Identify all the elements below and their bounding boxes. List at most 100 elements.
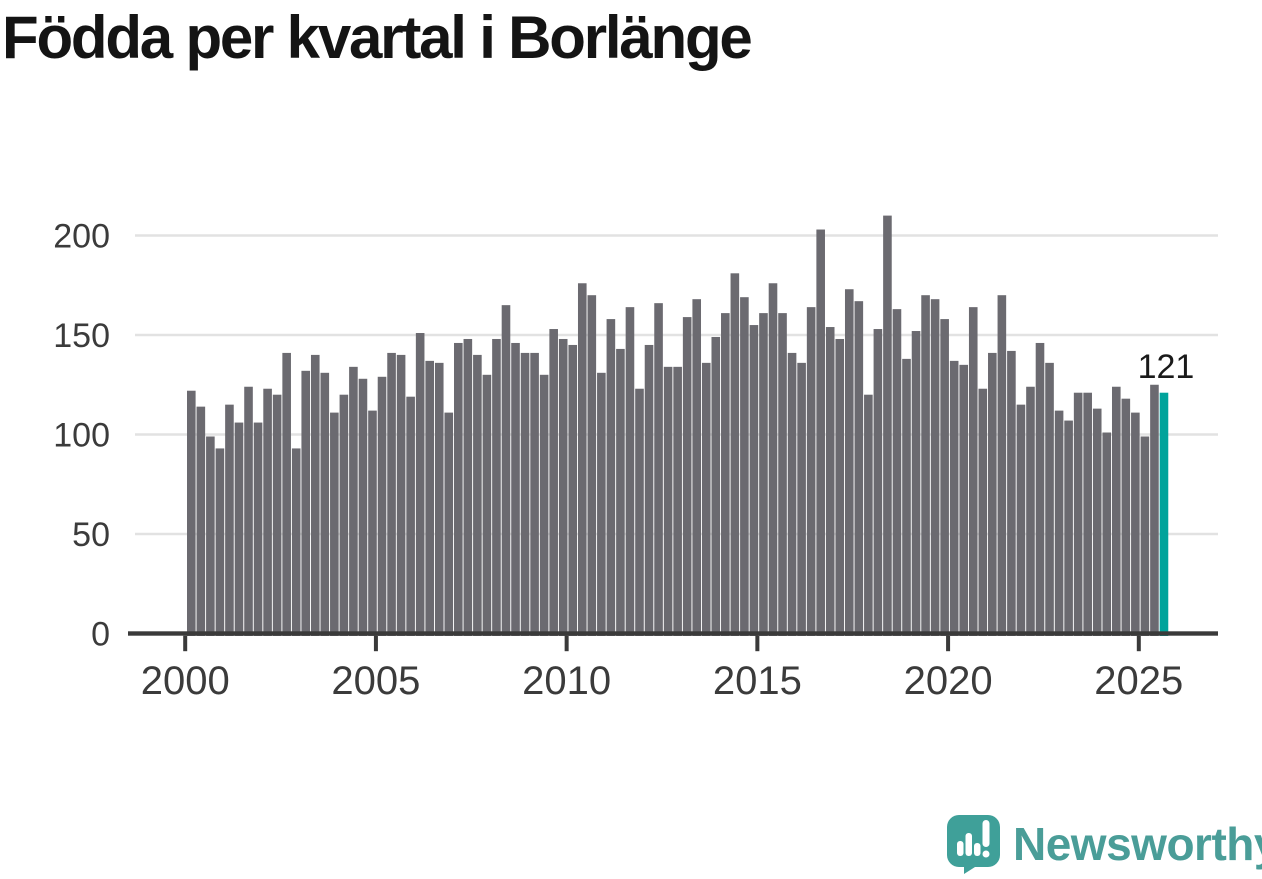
bar-2019-Q4 bbox=[940, 319, 949, 636]
bar-2007-Q4 bbox=[482, 374, 492, 636]
bar-2013-Q4 bbox=[711, 336, 721, 636]
bar-2012-Q2 bbox=[654, 303, 663, 636]
bar-2000-Q4 bbox=[215, 448, 225, 636]
bar-2015-Q2 bbox=[768, 283, 778, 636]
bar-2014-Q4 bbox=[749, 325, 759, 636]
bar-2012-Q1 bbox=[644, 344, 654, 636]
x-tick-2005 bbox=[373, 635, 378, 652]
bar-2009-Q3 bbox=[549, 329, 558, 636]
x-tick-2025 bbox=[1136, 635, 1141, 652]
x-tick-label-2010: 2010 bbox=[522, 659, 611, 703]
bar-2022-Q4 bbox=[1054, 410, 1064, 636]
newsworthy-logo: Newsworthy bbox=[946, 814, 1262, 874]
bar-2023-Q3 bbox=[1083, 392, 1092, 636]
bar-2006-Q1 bbox=[415, 333, 425, 636]
bar-2001-Q3 bbox=[244, 386, 253, 636]
x-tick-label-2015: 2015 bbox=[713, 659, 802, 703]
bar-2011-Q4 bbox=[635, 388, 644, 636]
bar-2022-Q2 bbox=[1035, 342, 1045, 636]
bar-2023-Q2 bbox=[1073, 392, 1083, 636]
bar-2015-Q4 bbox=[787, 352, 797, 636]
bar-2012-Q3 bbox=[663, 366, 673, 636]
bar-2022-Q3 bbox=[1045, 362, 1054, 636]
logo-exclamation-bar bbox=[982, 820, 990, 847]
bar-2008-Q2 bbox=[501, 305, 511, 636]
bar-2002-Q4 bbox=[291, 448, 301, 636]
bar-2004-Q4 bbox=[368, 410, 377, 636]
bar-2007-Q2 bbox=[463, 338, 473, 636]
bar-2024-Q1 bbox=[1102, 432, 1112, 636]
x-axis-line bbox=[128, 631, 1218, 636]
x-tick-2020 bbox=[946, 635, 951, 652]
bar-2020-Q2 bbox=[959, 364, 969, 636]
bar-2002-Q2 bbox=[272, 394, 282, 636]
bar-2023-Q4 bbox=[1092, 408, 1102, 636]
x-axis-labels: 2000 2005 2010 2015 2020 2025 bbox=[141, 659, 1184, 703]
y-axis-labels: 0 50 100 150 200 bbox=[53, 218, 110, 654]
bar-2007-Q1 bbox=[454, 342, 463, 636]
bar-2016-Q2 bbox=[806, 307, 816, 636]
logo-bar-short bbox=[957, 841, 964, 856]
bar-chart: 0 50 100 150 200 2000 2005 2010 2015 2020 2025 121 bbox=[53, 215, 1218, 703]
bar-2024-Q4 bbox=[1131, 412, 1140, 636]
bar-2007-Q3 bbox=[473, 354, 482, 636]
bar-2018-Q2 bbox=[883, 215, 892, 636]
bar-2024-Q2 bbox=[1111, 386, 1121, 636]
bar-2005-Q3 bbox=[396, 354, 406, 636]
bar-2016-Q3 bbox=[816, 229, 825, 636]
bar-2010-Q1 bbox=[568, 344, 578, 636]
bar-2001-Q1 bbox=[225, 404, 234, 636]
bar-2020-Q4 bbox=[978, 388, 988, 636]
bar-2013-Q3 bbox=[701, 362, 711, 636]
bar-2005-Q4 bbox=[406, 396, 415, 636]
bar-2009-Q4 bbox=[558, 338, 568, 636]
bar-2014-Q3 bbox=[740, 297, 749, 636]
x-tick-label-2005: 2005 bbox=[331, 659, 420, 703]
bar-2019-Q1 bbox=[911, 331, 921, 636]
bar-2021-Q3 bbox=[1007, 350, 1016, 636]
bar-2004-Q3 bbox=[358, 378, 368, 636]
bar-2015-Q1 bbox=[759, 313, 768, 636]
x-tick-2015 bbox=[755, 635, 760, 652]
bar-2012-Q4 bbox=[673, 366, 682, 636]
bar-2022-Q1 bbox=[1026, 386, 1035, 636]
bar-2017-Q2 bbox=[844, 289, 854, 636]
bar-2020-Q1 bbox=[949, 360, 959, 636]
bar-2006-Q3 bbox=[434, 362, 444, 636]
bar-2000-Q1 bbox=[187, 390, 196, 636]
bar-2021-Q1 bbox=[988, 352, 997, 636]
bar-2005-Q1 bbox=[377, 376, 387, 636]
bar-2004-Q2 bbox=[349, 366, 358, 636]
bar-2017-Q3 bbox=[854, 301, 864, 636]
bar-2018-Q1 bbox=[873, 329, 883, 636]
bar-2001-Q2 bbox=[234, 422, 244, 636]
bar-2020-Q3 bbox=[968, 307, 978, 636]
newsworthy-logo-text: Newsworthy bbox=[1013, 818, 1262, 870]
x-ticks bbox=[183, 635, 1141, 652]
logo-bar-tall bbox=[965, 833, 972, 856]
bar-2018-Q3 bbox=[892, 309, 902, 636]
bar-2006-Q4 bbox=[444, 412, 454, 636]
bar-2024-Q3 bbox=[1121, 398, 1131, 636]
last-value-annotation: 121 bbox=[1138, 348, 1195, 386]
newsworthy-mark-icon bbox=[947, 815, 1000, 874]
bar-2003-Q2 bbox=[310, 354, 320, 636]
bar-2021-Q2 bbox=[997, 295, 1007, 636]
bar-2017-Q4 bbox=[864, 394, 873, 636]
logo-bar-medium bbox=[974, 843, 981, 856]
y-tick-label-200: 200 bbox=[53, 218, 110, 256]
bar-2003-Q3 bbox=[320, 372, 330, 636]
chart-title: Födda per kvartal i Borlänge bbox=[2, 4, 753, 71]
bar-2003-Q1 bbox=[301, 370, 311, 636]
bar-2010-Q4 bbox=[597, 372, 606, 636]
logo-exclamation-dot bbox=[982, 850, 990, 858]
bar-2011-Q3 bbox=[625, 307, 635, 636]
bar-2004-Q1 bbox=[339, 394, 349, 636]
y-tick-label-100: 100 bbox=[53, 417, 110, 455]
bars-group bbox=[187, 215, 1169, 636]
bar-2017-Q1 bbox=[835, 338, 845, 636]
bar-2019-Q3 bbox=[930, 299, 940, 636]
bar-2010-Q2 bbox=[577, 283, 587, 636]
bar-2010-Q3 bbox=[587, 295, 597, 636]
